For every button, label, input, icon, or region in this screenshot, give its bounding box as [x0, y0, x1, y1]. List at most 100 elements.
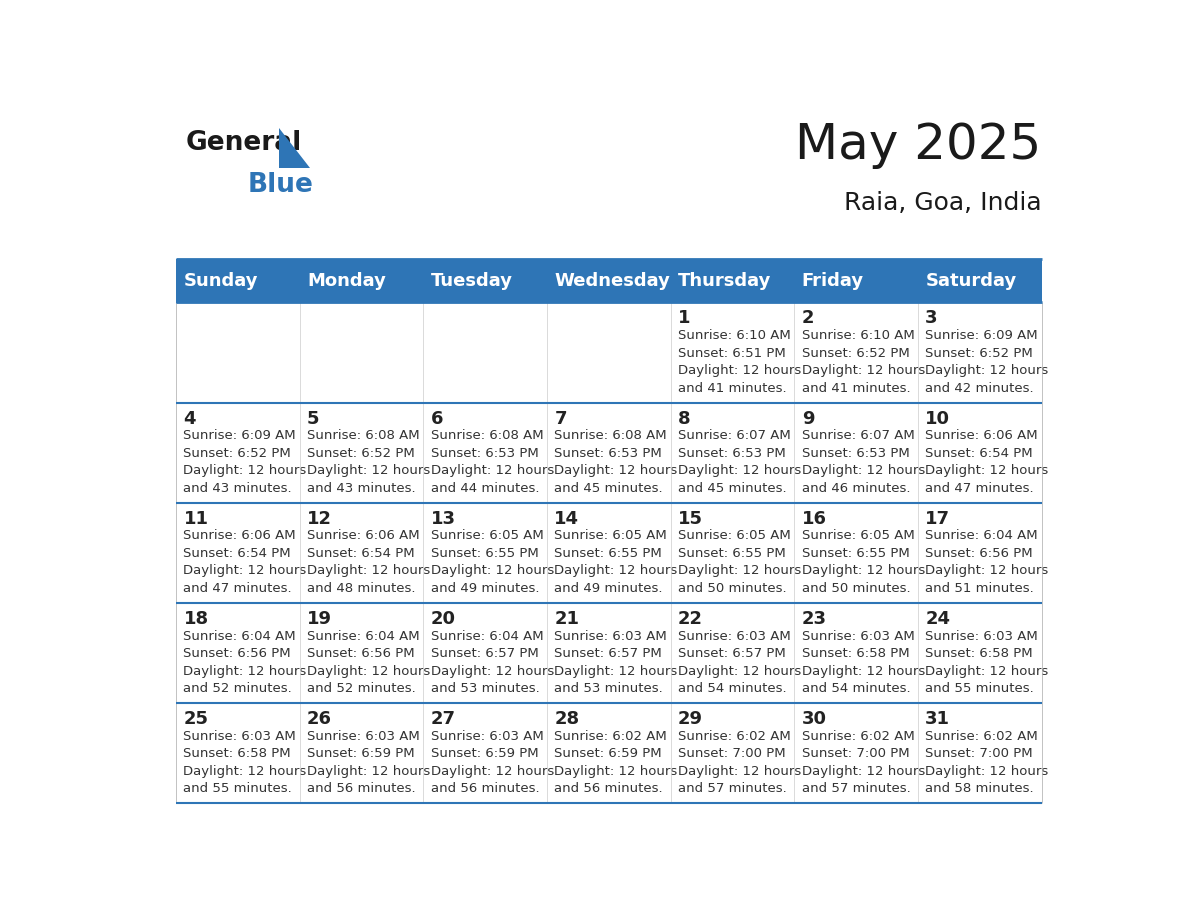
Text: 20: 20	[431, 610, 456, 628]
Text: 18: 18	[183, 610, 209, 628]
Text: 24: 24	[925, 610, 950, 628]
Bar	[176, 503, 299, 603]
Text: Sunrise: 6:02 AM
Sunset: 7:00 PM
Daylight: 12 hours
and 57 minutes.: Sunrise: 6:02 AM Sunset: 7:00 PM Dayligh…	[802, 730, 925, 795]
Text: 8: 8	[678, 409, 690, 428]
Text: Sunrise: 6:05 AM
Sunset: 6:55 PM
Daylight: 12 hours
and 50 minutes.: Sunrise: 6:05 AM Sunset: 6:55 PM Dayligh…	[678, 530, 801, 595]
Text: Wednesday: Wednesday	[555, 272, 670, 289]
Text: 28: 28	[555, 710, 580, 728]
Bar	[918, 603, 1042, 703]
Bar	[795, 402, 918, 503]
Text: 27: 27	[431, 710, 456, 728]
Bar	[423, 503, 546, 603]
Text: 22: 22	[678, 610, 703, 628]
Text: Sunrise: 6:05 AM
Sunset: 6:55 PM
Daylight: 12 hours
and 49 minutes.: Sunrise: 6:05 AM Sunset: 6:55 PM Dayligh…	[431, 530, 554, 595]
Bar	[176, 259, 1042, 302]
Bar	[546, 703, 671, 803]
Bar	[546, 603, 671, 703]
Text: 12: 12	[308, 509, 333, 528]
Text: 11: 11	[183, 509, 208, 528]
Bar	[299, 703, 423, 803]
Text: Friday: Friday	[802, 272, 864, 289]
Bar	[671, 302, 795, 402]
Text: Saturday: Saturday	[925, 272, 1017, 289]
Text: Monday: Monday	[308, 272, 386, 289]
Text: Sunrise: 6:06 AM
Sunset: 6:54 PM
Daylight: 12 hours
and 48 minutes.: Sunrise: 6:06 AM Sunset: 6:54 PM Dayligh…	[308, 530, 430, 595]
Text: 1: 1	[678, 309, 690, 328]
Bar	[671, 703, 795, 803]
Bar	[918, 402, 1042, 503]
Text: 25: 25	[183, 710, 208, 728]
Bar	[671, 603, 795, 703]
Text: May 2025: May 2025	[795, 121, 1042, 169]
Text: Sunrise: 6:03 AM
Sunset: 6:59 PM
Daylight: 12 hours
and 56 minutes.: Sunrise: 6:03 AM Sunset: 6:59 PM Dayligh…	[308, 730, 430, 795]
Text: Sunrise: 6:07 AM
Sunset: 6:53 PM
Daylight: 12 hours
and 46 minutes.: Sunrise: 6:07 AM Sunset: 6:53 PM Dayligh…	[802, 430, 925, 495]
Bar	[918, 302, 1042, 402]
Text: 9: 9	[802, 409, 814, 428]
Text: Sunrise: 6:02 AM
Sunset: 7:00 PM
Daylight: 12 hours
and 57 minutes.: Sunrise: 6:02 AM Sunset: 7:00 PM Dayligh…	[678, 730, 801, 795]
Text: 30: 30	[802, 710, 827, 728]
Text: General: General	[185, 130, 302, 156]
Bar	[423, 302, 546, 402]
Bar	[176, 302, 299, 402]
Bar	[299, 503, 423, 603]
Text: Sunrise: 6:06 AM
Sunset: 6:54 PM
Daylight: 12 hours
and 47 minutes.: Sunrise: 6:06 AM Sunset: 6:54 PM Dayligh…	[925, 430, 1049, 495]
Text: Sunrise: 6:07 AM
Sunset: 6:53 PM
Daylight: 12 hours
and 45 minutes.: Sunrise: 6:07 AM Sunset: 6:53 PM Dayligh…	[678, 430, 801, 495]
Text: Sunrise: 6:03 AM
Sunset: 6:58 PM
Daylight: 12 hours
and 54 minutes.: Sunrise: 6:03 AM Sunset: 6:58 PM Dayligh…	[802, 630, 925, 695]
Text: Sunrise: 6:05 AM
Sunset: 6:55 PM
Daylight: 12 hours
and 50 minutes.: Sunrise: 6:05 AM Sunset: 6:55 PM Dayligh…	[802, 530, 925, 595]
Text: 4: 4	[183, 409, 196, 428]
Text: 19: 19	[308, 610, 333, 628]
Bar	[918, 703, 1042, 803]
Text: 6: 6	[431, 409, 443, 428]
Bar	[299, 402, 423, 503]
Bar	[176, 703, 299, 803]
Text: Sunrise: 6:04 AM
Sunset: 6:56 PM
Daylight: 12 hours
and 52 minutes.: Sunrise: 6:04 AM Sunset: 6:56 PM Dayligh…	[308, 630, 430, 695]
Text: Sunrise: 6:03 AM
Sunset: 6:59 PM
Daylight: 12 hours
and 56 minutes.: Sunrise: 6:03 AM Sunset: 6:59 PM Dayligh…	[431, 730, 554, 795]
Text: Sunrise: 6:08 AM
Sunset: 6:53 PM
Daylight: 12 hours
and 44 minutes.: Sunrise: 6:08 AM Sunset: 6:53 PM Dayligh…	[431, 430, 554, 495]
Text: Sunrise: 6:08 AM
Sunset: 6:53 PM
Daylight: 12 hours
and 45 minutes.: Sunrise: 6:08 AM Sunset: 6:53 PM Dayligh…	[555, 430, 677, 495]
Bar	[546, 302, 671, 402]
Text: Raia, Goa, India: Raia, Goa, India	[843, 192, 1042, 216]
Text: Thursday: Thursday	[678, 272, 771, 289]
Bar	[918, 503, 1042, 603]
Text: Sunrise: 6:08 AM
Sunset: 6:52 PM
Daylight: 12 hours
and 43 minutes.: Sunrise: 6:08 AM Sunset: 6:52 PM Dayligh…	[308, 430, 430, 495]
Text: Sunrise: 6:04 AM
Sunset: 6:56 PM
Daylight: 12 hours
and 51 minutes.: Sunrise: 6:04 AM Sunset: 6:56 PM Dayligh…	[925, 530, 1049, 595]
Text: Sunrise: 6:03 AM
Sunset: 6:57 PM
Daylight: 12 hours
and 54 minutes.: Sunrise: 6:03 AM Sunset: 6:57 PM Dayligh…	[678, 630, 801, 695]
Text: 15: 15	[678, 509, 703, 528]
Text: Sunrise: 6:09 AM
Sunset: 6:52 PM
Daylight: 12 hours
and 42 minutes.: Sunrise: 6:09 AM Sunset: 6:52 PM Dayligh…	[925, 330, 1049, 395]
Bar	[423, 402, 546, 503]
Text: 21: 21	[555, 610, 580, 628]
Text: Sunrise: 6:10 AM
Sunset: 6:51 PM
Daylight: 12 hours
and 41 minutes.: Sunrise: 6:10 AM Sunset: 6:51 PM Dayligh…	[678, 330, 801, 395]
Polygon shape	[279, 128, 310, 168]
Bar	[795, 603, 918, 703]
Bar	[423, 703, 546, 803]
Text: Sunrise: 6:02 AM
Sunset: 6:59 PM
Daylight: 12 hours
and 56 minutes.: Sunrise: 6:02 AM Sunset: 6:59 PM Dayligh…	[555, 730, 677, 795]
Bar	[795, 703, 918, 803]
Text: 23: 23	[802, 610, 827, 628]
Text: 7: 7	[555, 409, 567, 428]
Text: Sunrise: 6:02 AM
Sunset: 7:00 PM
Daylight: 12 hours
and 58 minutes.: Sunrise: 6:02 AM Sunset: 7:00 PM Dayligh…	[925, 730, 1049, 795]
Text: Sunrise: 6:03 AM
Sunset: 6:57 PM
Daylight: 12 hours
and 53 minutes.: Sunrise: 6:03 AM Sunset: 6:57 PM Dayligh…	[555, 630, 677, 695]
Text: Tuesday: Tuesday	[431, 272, 513, 289]
Text: Sunrise: 6:10 AM
Sunset: 6:52 PM
Daylight: 12 hours
and 41 minutes.: Sunrise: 6:10 AM Sunset: 6:52 PM Dayligh…	[802, 330, 925, 395]
Text: 10: 10	[925, 409, 950, 428]
Text: Sunrise: 6:05 AM
Sunset: 6:55 PM
Daylight: 12 hours
and 49 minutes.: Sunrise: 6:05 AM Sunset: 6:55 PM Dayligh…	[555, 530, 677, 595]
Text: Sunrise: 6:06 AM
Sunset: 6:54 PM
Daylight: 12 hours
and 47 minutes.: Sunrise: 6:06 AM Sunset: 6:54 PM Dayligh…	[183, 530, 307, 595]
Text: 17: 17	[925, 509, 950, 528]
Text: Sunrise: 6:04 AM
Sunset: 6:57 PM
Daylight: 12 hours
and 53 minutes.: Sunrise: 6:04 AM Sunset: 6:57 PM Dayligh…	[431, 630, 554, 695]
Bar	[176, 402, 299, 503]
Text: Sunday: Sunday	[183, 272, 258, 289]
Text: Sunrise: 6:03 AM
Sunset: 6:58 PM
Daylight: 12 hours
and 55 minutes.: Sunrise: 6:03 AM Sunset: 6:58 PM Dayligh…	[183, 730, 307, 795]
Text: Blue: Blue	[248, 172, 314, 197]
Bar	[671, 402, 795, 503]
Bar	[176, 603, 299, 703]
Text: 5: 5	[308, 409, 320, 428]
Bar	[546, 503, 671, 603]
Text: Sunrise: 6:03 AM
Sunset: 6:58 PM
Daylight: 12 hours
and 55 minutes.: Sunrise: 6:03 AM Sunset: 6:58 PM Dayligh…	[925, 630, 1049, 695]
Text: 2: 2	[802, 309, 814, 328]
Text: 16: 16	[802, 509, 827, 528]
Text: Sunrise: 6:04 AM
Sunset: 6:56 PM
Daylight: 12 hours
and 52 minutes.: Sunrise: 6:04 AM Sunset: 6:56 PM Dayligh…	[183, 630, 307, 695]
Bar	[546, 402, 671, 503]
Bar	[299, 302, 423, 402]
Text: Sunrise: 6:09 AM
Sunset: 6:52 PM
Daylight: 12 hours
and 43 minutes.: Sunrise: 6:09 AM Sunset: 6:52 PM Dayligh…	[183, 430, 307, 495]
Bar	[795, 302, 918, 402]
